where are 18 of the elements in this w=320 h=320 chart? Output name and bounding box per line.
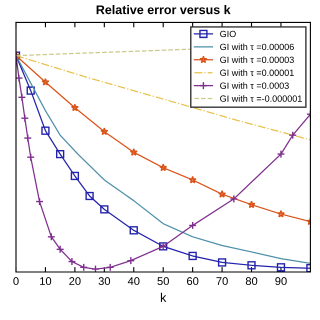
x-tick-label: 20 bbox=[69, 277, 81, 286]
legend-label: GI with τ =0.00003 bbox=[220, 56, 294, 64]
x-tick-label: 40 bbox=[128, 277, 140, 286]
legend-label: GI with τ =-0.000001 bbox=[220, 95, 302, 102]
legend-label: GI with τ =0.00006 bbox=[220, 43, 294, 50]
legend-label: GIO bbox=[220, 30, 236, 38]
x-tick-label: 60 bbox=[187, 277, 198, 286]
x-tick-label: 30 bbox=[98, 277, 110, 286]
x-tick-label: 0 bbox=[13, 277, 19, 286]
x-tick-label: 10 bbox=[40, 277, 52, 286]
x-tick-label: 80 bbox=[246, 277, 258, 286]
x-tick-label: 50 bbox=[157, 277, 169, 286]
x-tick-label: 70 bbox=[216, 277, 228, 286]
x-axis-title: k bbox=[160, 292, 166, 302]
legend-label: GI with τ =0.0003 bbox=[220, 82, 289, 89]
legend-label: GI with τ =0.00001 bbox=[220, 69, 294, 76]
chart-title: Relative error versus k bbox=[96, 5, 231, 14]
x-tick-label: 90 bbox=[275, 277, 287, 286]
